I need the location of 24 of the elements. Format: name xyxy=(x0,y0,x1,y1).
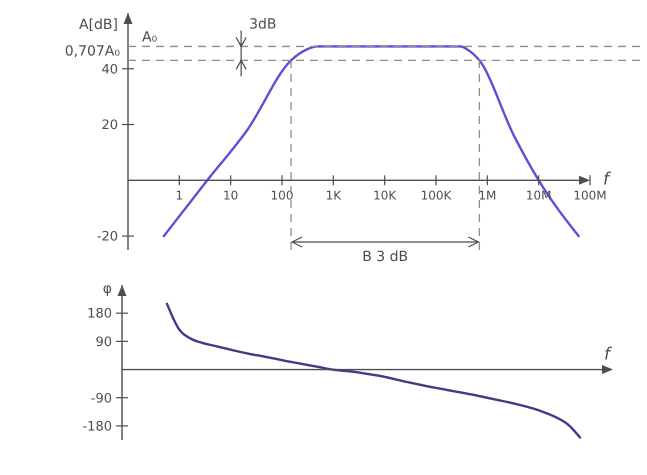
y-tick-label: -20 xyxy=(96,230,118,245)
x-tick-label: 1 xyxy=(176,188,184,202)
y-tick-label: -90 xyxy=(90,391,112,406)
x-tick-label: 10K xyxy=(373,188,398,202)
x-axis-title: f xyxy=(604,344,613,365)
y-tick-label: -180 xyxy=(82,419,112,434)
x-tick-label: 1K xyxy=(326,188,342,202)
annotation: 3dB xyxy=(249,16,277,32)
line-series xyxy=(166,302,582,439)
ref-line-label: 0,707A₀ xyxy=(64,43,120,60)
y-axis-title: φ xyxy=(102,281,112,297)
x-tick-label: 1M xyxy=(478,188,496,202)
x-tick-label: 100K xyxy=(420,188,453,202)
y-axis-title: A[dB] xyxy=(79,17,118,33)
x-axis-title: f xyxy=(603,169,612,190)
y-tick-label: 90 xyxy=(95,334,112,350)
y-tick-label: 40 xyxy=(101,62,118,78)
y-tick-label: 180 xyxy=(87,306,112,322)
x-tick-label: 100M xyxy=(573,188,607,202)
x-tick-label: 10 xyxy=(223,188,238,202)
ref-line-label: A₀ xyxy=(142,29,158,46)
y-tick-label: 20 xyxy=(101,118,118,134)
annotation: B 3 dB xyxy=(362,249,408,265)
x-tick-label: 100 xyxy=(270,188,294,202)
